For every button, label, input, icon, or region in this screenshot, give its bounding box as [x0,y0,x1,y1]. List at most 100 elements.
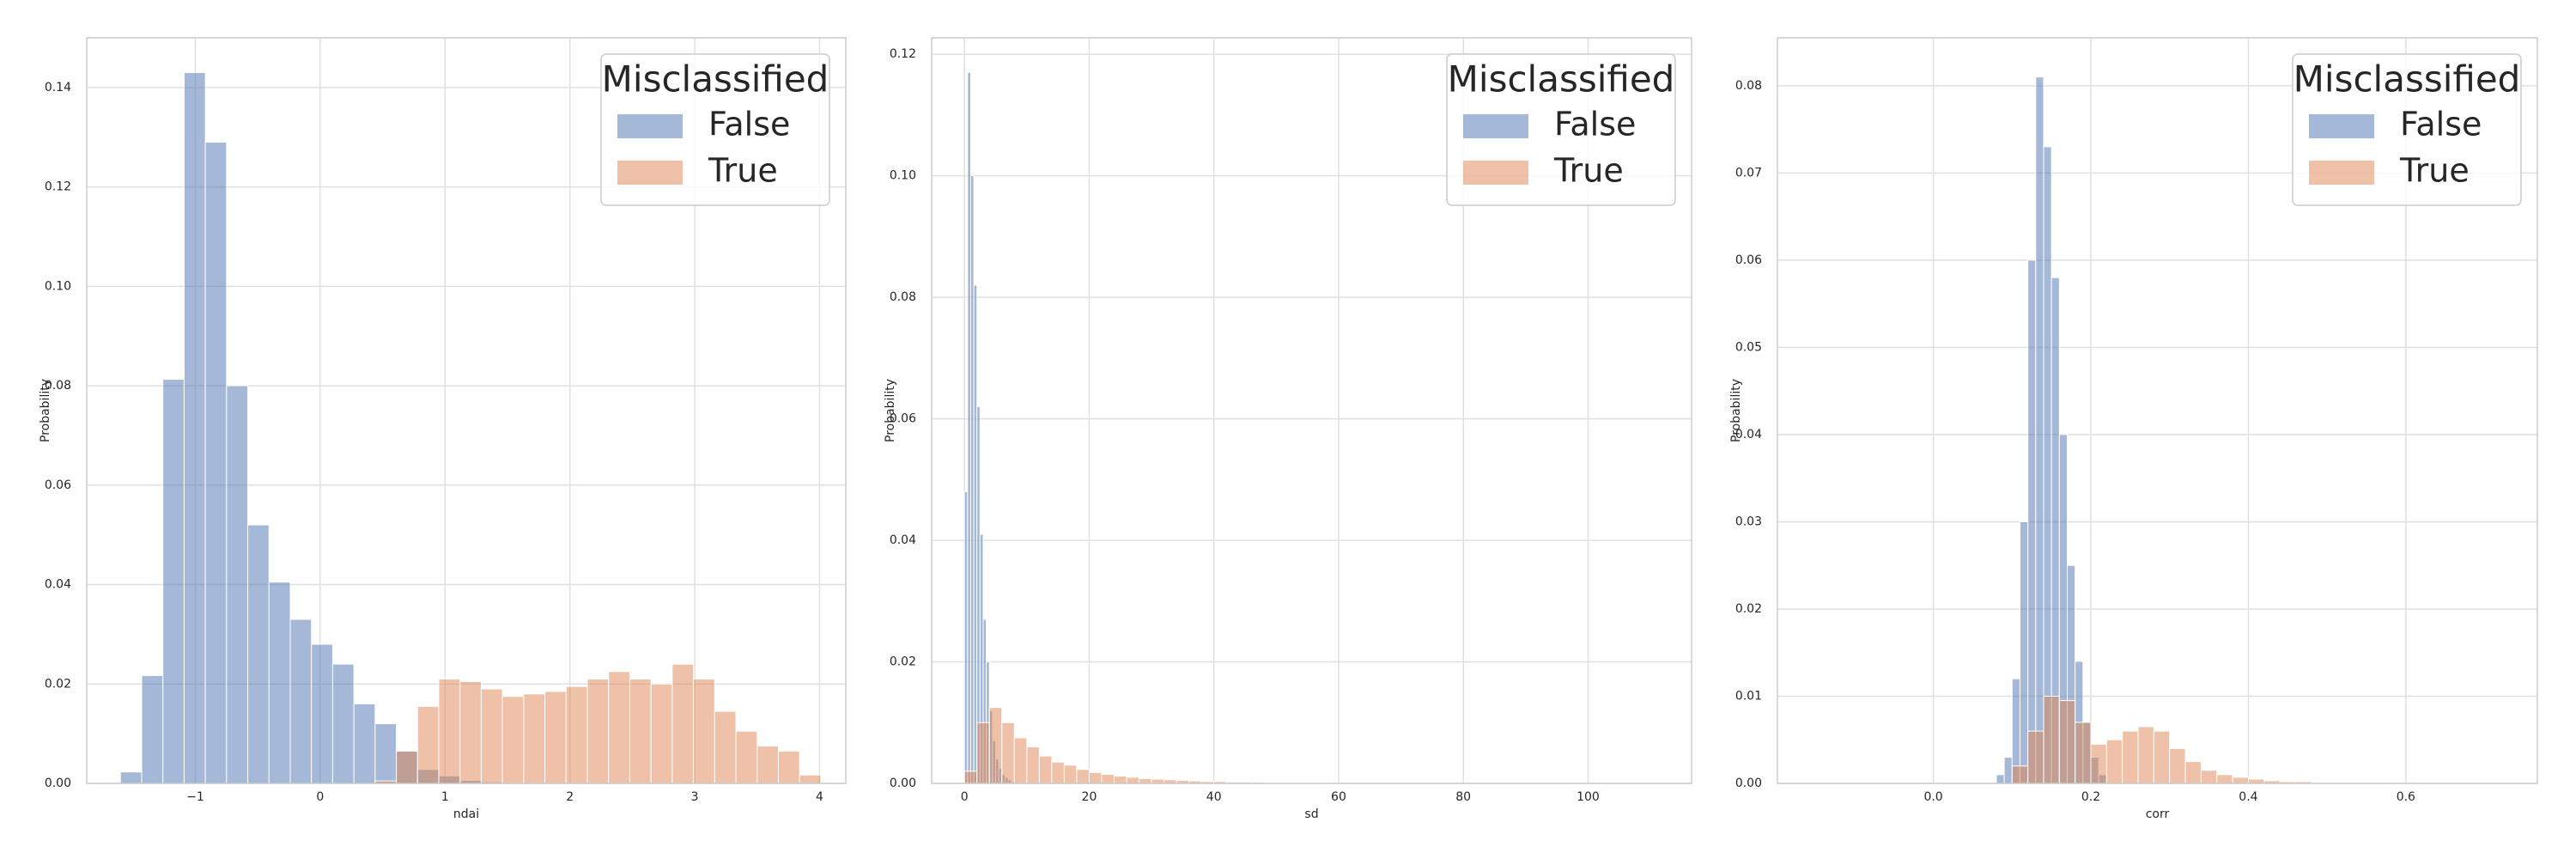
y-axis-label: Probability [884,379,897,442]
x-tick-label: 2 [566,790,574,804]
y-tick-label: 0.08 [890,290,916,304]
bar [396,750,418,784]
bar [2247,778,2265,784]
y-tick-label: 0.08 [1735,79,1762,93]
panel: 0 20 40 60 80 100 0.00 0.02 0.04 0.06 0.08 0.10 0.12… [884,37,1692,821]
bar [289,618,313,784]
bar [544,691,567,784]
y-tick-label: 0.01 [1735,689,1762,703]
x-tick-label: 0 [961,790,969,804]
bar [973,284,978,784]
bar [650,683,673,784]
bar [565,685,588,784]
legend-label: False [2400,106,2482,143]
bar [2011,765,2029,784]
bar [183,72,206,784]
legend-swatch [2309,161,2374,185]
x-tick-label: 3 [691,790,699,804]
bar [438,678,461,784]
bar [459,680,482,784]
bar [629,678,652,784]
bar [799,774,822,784]
bar [714,710,737,784]
x-tick-label: 0.6 [2397,790,2415,804]
bar [2003,757,2013,784]
bar [777,750,800,784]
panel: 0.0 0.2 0.4 0.6 0.00 0.01 0.02 0.03 0.04 0.05 0.06… [1729,37,2538,821]
bar [1113,776,1127,784]
y-axis-label: Probability [39,379,52,442]
y-tick-label: 0.12 [890,47,916,61]
bar [416,705,440,784]
y-tick-label: 0.10 [45,279,71,293]
bar [247,524,270,784]
bar [501,696,525,784]
bar [2137,726,2154,784]
legend-swatch [617,161,683,185]
bar [1001,722,1015,784]
axes-frame [1777,37,2538,784]
legend-label: True [708,152,778,190]
y-tick-label: 0.04 [1735,428,1762,442]
legend-swatch [2309,114,2374,138]
bar [693,678,715,784]
y-tick-label: 0.04 [45,578,71,592]
y-tick-label: 0.07 [1735,166,1762,180]
axes-frame [931,37,1692,784]
y-tick-label: 0.05 [1735,340,1762,354]
legend-label: False [1554,106,1636,143]
bar [2122,730,2139,784]
y-tick-label: 0.02 [45,677,71,691]
axes-frame [86,37,847,784]
x-tick-label: 60 [1331,790,1346,804]
bar [963,771,978,784]
bar [311,643,333,784]
x-tick-label: 20 [1082,790,1097,804]
legend-swatch [617,114,683,138]
bar [2200,770,2218,784]
bar [331,663,355,784]
bar [2232,777,2249,784]
bar [268,582,291,784]
x-tick-label: 1 [441,790,449,804]
bar [586,678,610,784]
bar [756,746,779,784]
bar [1063,765,1078,784]
bar [967,71,971,784]
legend-swatch [1463,114,1528,138]
bar [2019,521,2029,784]
y-tick-label: 0.04 [890,533,916,547]
x-axis-label: ndai [453,807,479,821]
bar [523,693,546,784]
bar [119,771,143,784]
y-tick-label: 0.02 [1735,602,1762,616]
y-tick-label: 0.06 [890,412,916,426]
legend-label: False [708,106,790,143]
bar [2027,259,2037,784]
bar [2075,722,2092,784]
y-tick-label: 0.02 [890,655,916,669]
bar [2216,774,2233,784]
bar [1088,771,1103,784]
bar [1139,777,1152,784]
legend-title: Misclassified [2293,58,2521,101]
x-tick-label: 0.2 [2081,790,2100,804]
bar [374,723,398,784]
bar [1126,777,1140,784]
legend: Misclassified False True [600,53,830,206]
bar [2035,76,2044,784]
bar [2027,730,2044,784]
legend-label: True [2399,152,2470,190]
y-axis-label: Probability [1729,379,1743,442]
y-tick-label: 0.10 [890,169,916,183]
bar [1996,774,2005,784]
bar [2090,743,2107,784]
x-axis-label: corr [2146,807,2170,821]
bar [226,385,249,784]
bar [2043,146,2052,784]
bar [2043,695,2060,784]
x-tick-label: 100 [1577,790,1600,804]
x-tick-label: 40 [1206,790,1222,804]
